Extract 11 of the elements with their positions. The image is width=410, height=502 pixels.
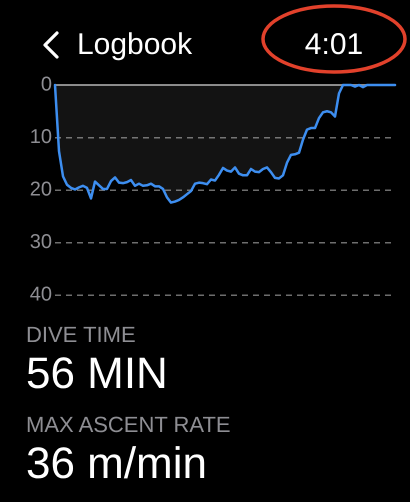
y-tick-label: 20 [30, 178, 52, 201]
text: 4:01 [304, 28, 364, 61]
text: MAX ASCENT RATE [26, 412, 231, 437]
text: 56 MIN [26, 349, 168, 398]
chart-title: Logbook [77, 28, 192, 61]
y-tick-label: 10 [30, 126, 52, 148]
y-tick-label: 0 [40, 74, 52, 96]
y-tick-label: 40 [30, 284, 52, 306]
text: 36 m/min [26, 439, 207, 488]
y-tick-label: 30 [30, 231, 52, 254]
text: DIVE TIME [26, 322, 136, 347]
